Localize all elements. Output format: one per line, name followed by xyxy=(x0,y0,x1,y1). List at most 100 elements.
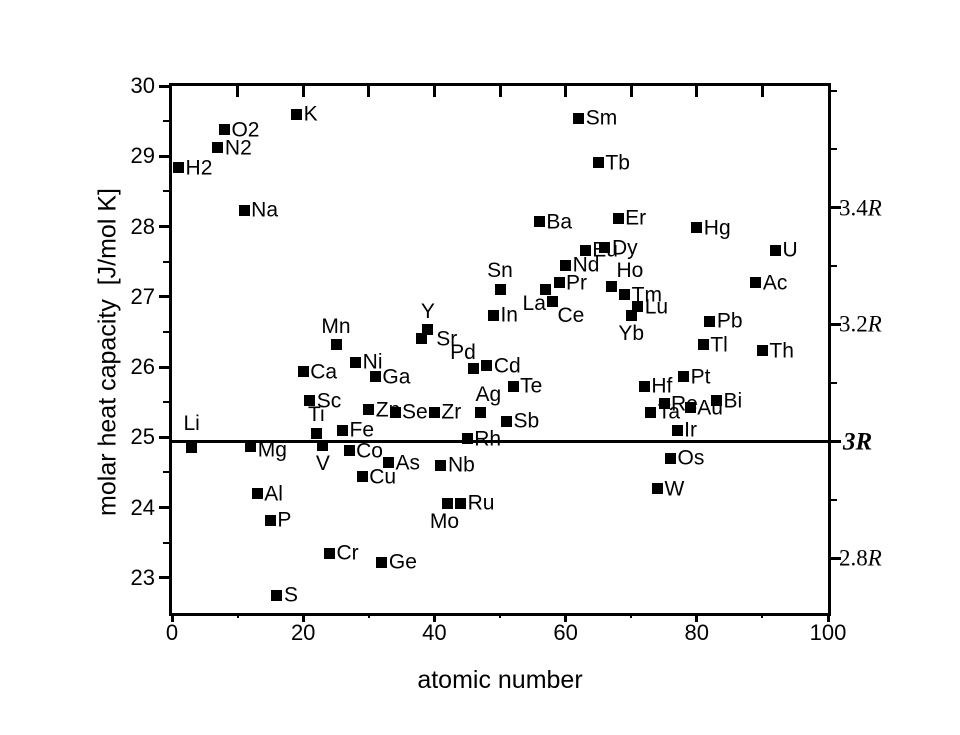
data-point-label: Sc xyxy=(316,389,342,413)
y-minor-tick xyxy=(163,120,169,123)
data-point-label: Ca xyxy=(310,360,338,384)
data-point-marker xyxy=(238,204,250,216)
data-point-marker xyxy=(599,242,611,254)
x-minor-tick xyxy=(761,613,764,618)
data-point-marker xyxy=(579,244,591,256)
data-point-marker xyxy=(356,471,368,483)
y-minor-tick xyxy=(163,401,169,404)
data-point-marker xyxy=(540,283,552,295)
right-label-R-symbol: R xyxy=(867,311,882,337)
x-tick xyxy=(432,613,436,622)
data-point-label: Zr xyxy=(441,400,462,424)
data-point-marker xyxy=(428,406,440,418)
y-tick xyxy=(159,295,169,299)
data-point-marker xyxy=(678,371,690,383)
y-minor-tick xyxy=(163,330,169,333)
data-point-label: La xyxy=(522,292,546,316)
data-point-marker xyxy=(382,457,394,469)
data-point-label: Pt xyxy=(690,365,711,389)
data-point-label: Os xyxy=(677,446,705,470)
data-point-marker xyxy=(487,309,499,321)
data-point-marker xyxy=(310,427,322,439)
data-point-label: Tm xyxy=(631,283,662,307)
data-point-label: O2 xyxy=(231,118,260,142)
data-point-label: Co xyxy=(356,439,383,463)
data-point-label: Er xyxy=(625,206,647,230)
y-tick xyxy=(159,435,169,439)
right-label-number: 3.4 xyxy=(839,195,868,221)
data-point-label: Nd xyxy=(572,253,600,277)
data-point-label: Mg xyxy=(257,438,287,462)
data-point-marker xyxy=(494,283,506,295)
data-point-label: As xyxy=(395,451,420,475)
top-tick xyxy=(432,86,436,97)
data-point-label: Na xyxy=(251,198,279,222)
y-minor-tick xyxy=(163,471,169,474)
right-tick xyxy=(828,498,837,501)
data-point-label: Bi xyxy=(723,389,743,413)
data-point-label: Mo xyxy=(429,510,460,534)
data-point-marker xyxy=(350,356,362,368)
right-tick xyxy=(828,206,841,210)
data-point-marker xyxy=(501,415,513,427)
data-point-label: N2 xyxy=(224,136,252,160)
y-tick xyxy=(159,576,169,580)
data-point-label: K xyxy=(303,102,318,126)
data-point-marker xyxy=(297,366,309,378)
data-point-label: Hg xyxy=(703,216,731,240)
data-point-marker xyxy=(671,424,683,436)
data-point-marker xyxy=(389,406,401,418)
data-point-marker xyxy=(770,244,782,256)
x-tick-label: 20 xyxy=(290,620,316,645)
data-point-label: Tl xyxy=(710,333,728,357)
y-tick-label: 25 xyxy=(130,424,155,450)
y-tick-label: 28 xyxy=(130,213,155,239)
data-point-marker xyxy=(323,547,335,559)
x-tick-label: 40 xyxy=(422,620,447,645)
right-label-number: 3 xyxy=(843,428,856,456)
data-point-label: Sr xyxy=(436,327,458,351)
top-tick xyxy=(564,86,568,97)
data-point-marker xyxy=(251,488,263,500)
data-point-marker xyxy=(553,277,565,289)
data-point-marker xyxy=(638,380,650,392)
x-minor-tick xyxy=(236,613,239,618)
data-point-marker xyxy=(645,406,657,418)
data-point-label: H2 xyxy=(185,156,213,179)
right-tick xyxy=(828,381,837,384)
y-tick-label: 23 xyxy=(130,564,155,590)
right-label-number: 2.8 xyxy=(839,545,868,571)
data-point-label: P xyxy=(277,508,292,532)
data-point-label: Ga xyxy=(382,365,411,389)
data-point-marker xyxy=(632,301,644,313)
top-tick xyxy=(367,86,371,97)
y-tick-label: 29 xyxy=(130,143,155,169)
x-tick-label: 0 xyxy=(165,620,179,645)
data-point-marker xyxy=(710,395,722,407)
data-point-label: Tb xyxy=(605,151,630,175)
data-point-label: Rh xyxy=(474,427,502,451)
data-point-marker xyxy=(697,339,709,351)
data-point-label: Sn xyxy=(487,259,513,283)
x-tick xyxy=(564,613,568,622)
x-tick xyxy=(170,613,174,622)
data-point-label: Sb xyxy=(513,409,540,433)
right-tick-label: 3R xyxy=(843,429,872,454)
y-tick xyxy=(159,506,169,510)
reference-line-3R xyxy=(172,440,828,444)
data-point-marker xyxy=(546,295,558,307)
data-point-label: Ru xyxy=(467,491,495,515)
y-tick-label: 26 xyxy=(130,354,155,380)
data-point-marker xyxy=(691,222,703,234)
data-point-marker xyxy=(651,483,663,495)
data-point-label: Nb xyxy=(447,453,475,477)
data-point-label: U xyxy=(782,238,798,262)
data-point-label: V xyxy=(315,452,330,476)
data-point-marker xyxy=(442,497,454,509)
data-point-marker xyxy=(291,108,303,120)
right-tick xyxy=(828,440,841,444)
right-tick-label: 3.2R xyxy=(839,313,882,336)
data-point-label: Lu xyxy=(644,295,669,319)
data-point-marker xyxy=(658,398,670,410)
data-point-marker xyxy=(369,371,381,383)
